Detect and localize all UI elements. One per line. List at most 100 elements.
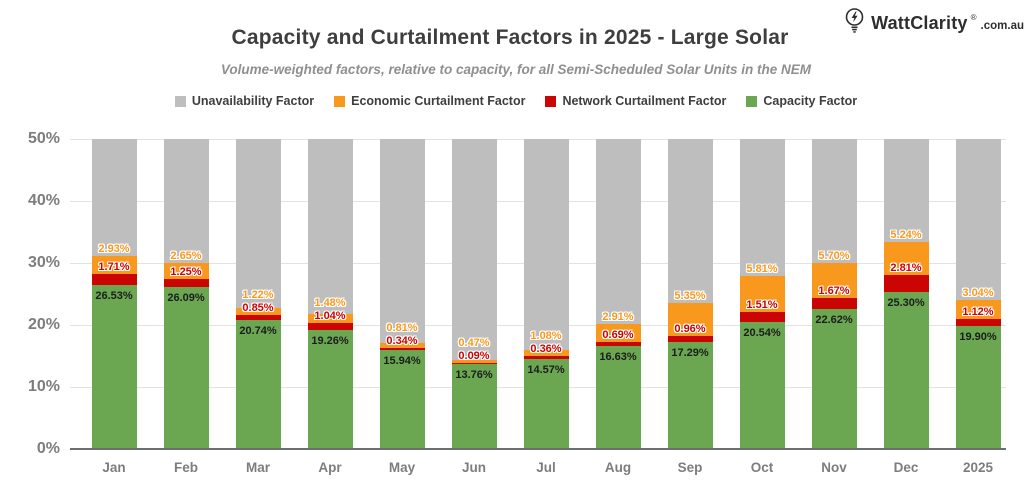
- data-label-network: 1.25%: [170, 266, 202, 279]
- unavailability-swatch-icon: [174, 95, 186, 107]
- bar-segment-economic: [811, 263, 857, 299]
- x-axis-label-aug: Aug: [604, 460, 632, 475]
- data-label-network: 1.12%: [962, 305, 994, 318]
- bar-group-jun: 0.47% 0.09% 13.76%: [451, 139, 497, 449]
- bar-group-feb: 2.65% 1.25% 26.09%: [163, 139, 209, 449]
- data-label-economic: 5.24%: [890, 229, 922, 242]
- bar-segment-unavailability: [667, 139, 713, 303]
- bar-group-dec: 5.24% 2.81% 25.30%: [883, 139, 929, 449]
- data-label-network: 0.96%: [674, 322, 706, 335]
- y-axis-tick-label: 20%: [27, 316, 60, 333]
- data-label-network: 0.69%: [602, 328, 634, 341]
- data-label-network: 0.85%: [242, 302, 274, 315]
- data-label-capacity: 20.74%: [239, 325, 277, 338]
- bar-segment-network: [811, 298, 857, 309]
- data-label-capacity: 26.53%: [95, 289, 133, 302]
- data-label-capacity: 15.94%: [383, 355, 421, 368]
- data-label-network: 1.71%: [98, 260, 130, 273]
- x-axis-label-jan: Jan: [102, 460, 126, 475]
- brand-logo: WattClarity ® .com.au: [843, 7, 1024, 39]
- data-label-economic: 2.65%: [170, 250, 202, 263]
- bar-segment-economic: [163, 263, 209, 280]
- bar-segment-capacity: [595, 345, 641, 449]
- data-label-economic: 2.93%: [98, 242, 130, 255]
- legend: Unavailability Factor Economic Curtailmen…: [0, 94, 1032, 108]
- brand-name: WattClarity: [871, 12, 968, 33]
- bar-segment-network: [307, 323, 353, 330]
- bar-segment-network: [163, 279, 209, 288]
- bar-group-mar: 1.22% 0.85% 20.74%: [235, 139, 281, 449]
- chart-title: Capacity and Curtailment Factors in 2025…: [231, 26, 789, 49]
- chart-subtitle: Volume-weighted factors, relative to cap…: [220, 62, 812, 77]
- legend-label: Economic Curtailment Factor: [351, 94, 526, 108]
- data-label-capacity: 19.26%: [311, 334, 349, 347]
- bar-segment-unavailability: [739, 139, 785, 277]
- data-label-network: 2.81%: [890, 261, 922, 274]
- bar-segment-capacity: [235, 320, 281, 449]
- y-axis-tick-label: 10%: [27, 378, 60, 395]
- bar-segment-network: [595, 341, 641, 346]
- x-axis-label-dec: Dec: [893, 460, 919, 475]
- legend-label: Network Curtailment Factor: [562, 94, 727, 108]
- bar-segment-unavailability: [523, 139, 569, 350]
- bar-segment-unavailability: [163, 139, 209, 264]
- bar-group-2025: 3.04% 1.12% 19.90%: [955, 139, 1001, 449]
- bar-group-aug: 2.91% 0.69% 16.63%: [595, 139, 641, 449]
- data-label-capacity: 26.09%: [167, 292, 205, 305]
- data-label-network: 0.36%: [530, 343, 562, 356]
- data-label-economic: 5.81%: [746, 263, 778, 276]
- bar-segment-unavailability: [91, 139, 137, 256]
- data-label-economic: 1.22%: [242, 289, 274, 302]
- data-label-economic: 5.35%: [674, 289, 706, 302]
- bar-group-jul: 1.08% 0.36% 14.57%: [523, 139, 569, 449]
- data-label-network: 0.34%: [386, 335, 418, 348]
- data-label-capacity: 22.62%: [815, 313, 853, 326]
- capacity-swatch-icon: [746, 95, 758, 107]
- bar-segment-capacity: [451, 363, 497, 449]
- bar-segment-unavailability: [955, 139, 1001, 300]
- bar-segment-unavailability: [307, 139, 353, 314]
- x-axis-label-2025: 2025: [962, 460, 994, 475]
- data-label-capacity: 25.30%: [887, 297, 925, 310]
- bar-segment-economic: [739, 276, 785, 313]
- bar-segment-unavailability: [883, 139, 929, 243]
- bar-segment-unavailability: [811, 139, 857, 264]
- legend-item-economic: Economic Curtailment Factor: [334, 94, 525, 108]
- bar-segment-economic: [955, 299, 1001, 319]
- bar-segment-capacity: [163, 287, 209, 449]
- y-axis-tick-label: 0%: [36, 440, 60, 457]
- bar-segment-capacity: [739, 321, 785, 449]
- data-label-capacity: 17.29%: [671, 346, 709, 359]
- bar-segment-economic: [451, 360, 497, 364]
- bar-segment-capacity: [523, 358, 569, 449]
- data-label-economic: 2.91%: [602, 310, 634, 323]
- bar-segment-network: [91, 273, 137, 285]
- bar-segment-network: [235, 315, 281, 321]
- bar-group-sep: 5.35% 0.96% 17.29%: [667, 139, 713, 449]
- brand-domain: .com.au: [980, 20, 1024, 32]
- data-label-economic: 0.47%: [458, 337, 490, 350]
- x-axis-label-apr: Apr: [318, 460, 342, 475]
- data-label-capacity: 20.54%: [743, 326, 781, 339]
- x-axis-label-mar: Mar: [245, 460, 270, 475]
- bar-segment-capacity: [379, 350, 425, 449]
- bar-group-jan: 2.93% 1.71% 26.53%: [91, 139, 137, 449]
- data-label-network: 1.51%: [746, 299, 778, 312]
- legend-label: Capacity Factor: [763, 94, 858, 108]
- bar-segment-economic: [307, 313, 353, 324]
- x-axis-label-jun: Jun: [461, 460, 486, 475]
- data-label-network: 0.09%: [458, 350, 490, 363]
- bar-group-apr: 1.48% 1.04% 19.26%: [307, 139, 353, 449]
- data-label-capacity: 14.57%: [527, 363, 565, 376]
- registered-mark: ®: [970, 12, 977, 22]
- bar-segment-economic: [91, 255, 137, 274]
- bar-segment-unavailability: [235, 139, 281, 308]
- data-label-capacity: 16.63%: [599, 350, 637, 363]
- x-axis-label-oct: Oct: [750, 460, 774, 475]
- bar-segment-network: [667, 335, 713, 342]
- y-axis-tick-label: 50%: [27, 130, 60, 147]
- data-label-economic: 5.70%: [818, 250, 850, 263]
- y-axis-tick-label: 30%: [27, 254, 60, 271]
- x-axis-label-nov: Nov: [821, 460, 847, 475]
